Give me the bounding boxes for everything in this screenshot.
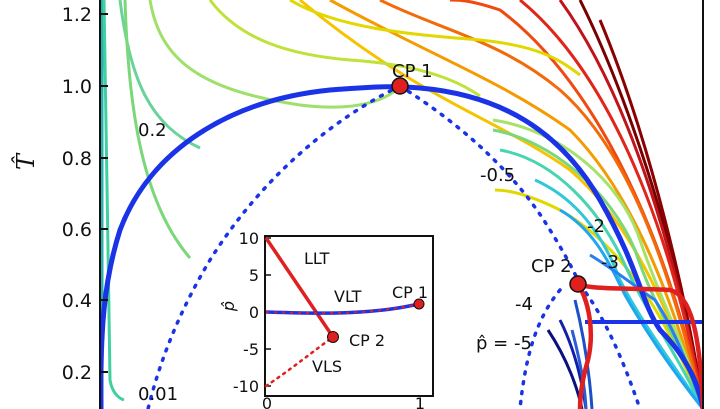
- isotherm-line: [299, 0, 703, 409]
- isotherm-line: [102, 0, 125, 402]
- isotherm-line: [379, 0, 703, 409]
- llt-curve-group: [576, 281, 703, 409]
- isotherm-line: [559, 208, 703, 409]
- inset-x-tick-label: 0: [262, 394, 272, 409]
- cp2-label: CP 2: [531, 256, 572, 277]
- isotherm-group-upper: [118, 0, 581, 150]
- llt-curve: [576, 282, 593, 409]
- inset-y-tick-label: 0: [249, 303, 259, 322]
- spinodal-curve: [518, 288, 562, 409]
- inset-x-tick-label: 1: [415, 394, 425, 409]
- y-tick-label: 0.4: [62, 290, 92, 312]
- y-tick-label: 0.2: [62, 362, 92, 384]
- isotherm-label: 0.2: [138, 120, 167, 141]
- isotherm-line: [570, 329, 588, 409]
- isotherm-label: -2: [587, 216, 605, 237]
- y-tick-label: 1.0: [62, 76, 92, 98]
- inset-frame: [264, 235, 434, 397]
- isotherm-line: [148, 0, 402, 109]
- inset-cp1-label: CP 1: [392, 283, 428, 302]
- inset-y-tick-label: 10: [239, 229, 259, 248]
- isotherm-group-left: [101, 0, 192, 409]
- inset-cp2-marker: [327, 331, 339, 343]
- isotherm-line: [208, 0, 481, 98]
- binodal-curve: [101, 84, 703, 409]
- inset-y-axis-title: p̂: [219, 301, 238, 312]
- isotherm-line: [289, 0, 581, 77]
- isotherm-label: 0.01: [138, 384, 178, 405]
- y-tick-label: 0.8: [62, 148, 92, 170]
- cp2-marker: [569, 275, 587, 293]
- spinodal-curve: [578, 283, 642, 409]
- inset-cp1-marker: [413, 298, 425, 310]
- isotherm-line: [118, 0, 201, 150]
- inset-y-tick-label: 5: [249, 266, 259, 285]
- inset-vlt-label: VLT: [334, 287, 362, 306]
- inset-y-tick-label: -10: [233, 377, 259, 396]
- inset-llt-line: [264, 237, 335, 338]
- isotherm-label: -4: [515, 294, 533, 315]
- y-axis-title: T̂: [12, 152, 40, 170]
- inset-vls-label: VLS: [312, 357, 342, 376]
- cp1-label: CP 1: [392, 61, 433, 82]
- inset-y-tick-label: -5: [243, 340, 259, 359]
- y-ticks: [100, 13, 108, 373]
- isotherm-line: [123, 0, 192, 259]
- isotherm-line: [534, 178, 703, 409]
- isotherm-label: p̂ = -5: [476, 333, 532, 354]
- inset-chart: 10 5 0 -5 -10 0 1 p̂ LLT VLT CP 1 CP 2 V…: [219, 229, 434, 409]
- y-tick-label: 0.6: [62, 219, 92, 241]
- isotherm-label: -0.5: [480, 165, 515, 186]
- cp1-marker: [391, 77, 409, 95]
- inset-vls-line: [264, 335, 335, 388]
- isotherm-label: -3: [601, 252, 619, 273]
- inset-llt-label: LLT: [304, 249, 330, 268]
- inset-cp2-label: CP 2: [349, 331, 385, 350]
- isotherm-line: [499, 148, 703, 409]
- inset-vlt-overlay: [265, 303, 420, 315]
- isotherm-line: [519, 0, 703, 409]
- llt-curve: [576, 281, 703, 409]
- y-tick-label: 1.2: [62, 4, 92, 26]
